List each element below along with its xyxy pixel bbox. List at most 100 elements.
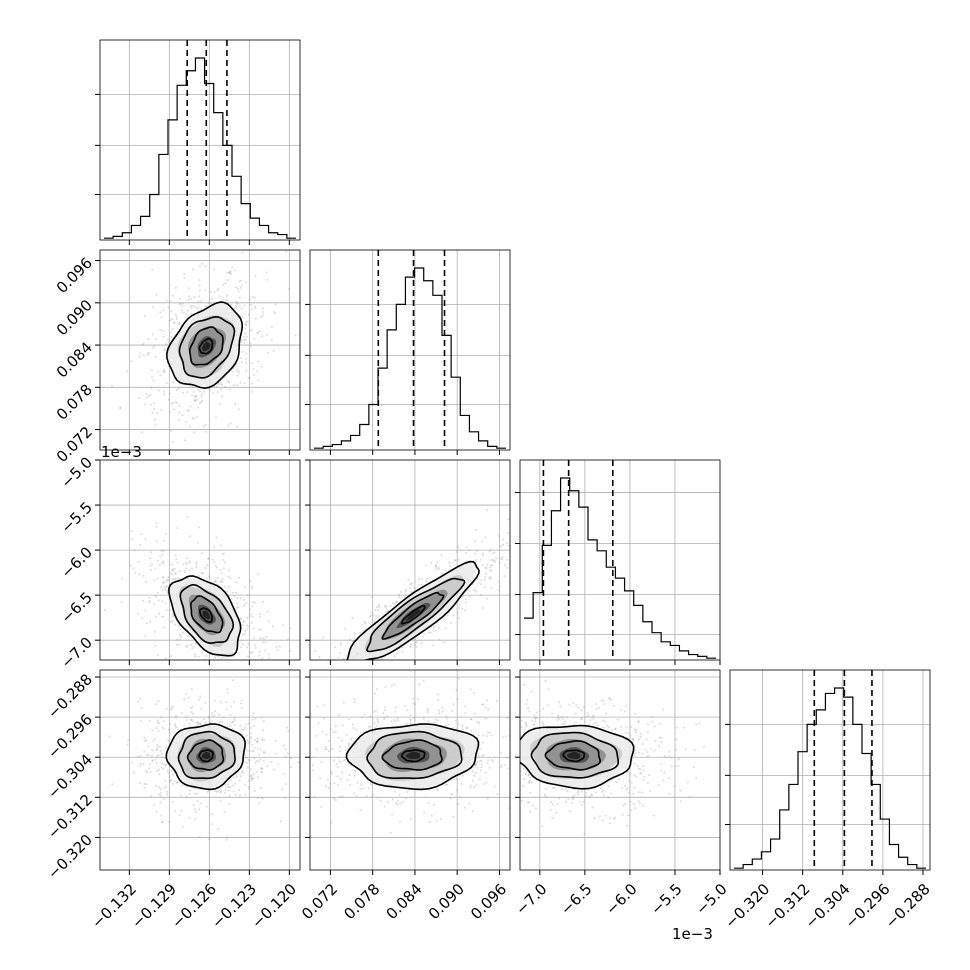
scatter-point <box>395 600 398 603</box>
scatter-point <box>196 398 199 401</box>
scatter-point <box>412 702 415 705</box>
scatter-point <box>334 731 337 734</box>
scatter-point <box>175 388 178 391</box>
scatter-point <box>242 689 244 691</box>
scatter-point <box>189 405 192 408</box>
scatter-point <box>176 527 179 530</box>
scatter-point <box>391 798 394 801</box>
scatter-point <box>565 788 568 791</box>
scatter-point <box>220 790 223 793</box>
scatter-point <box>314 776 316 778</box>
scatter-point <box>194 396 197 399</box>
scatter-point <box>278 739 280 741</box>
scatter-point <box>190 644 193 647</box>
scatter-point <box>313 795 316 798</box>
scatter-point <box>271 738 273 740</box>
scatter-point <box>149 795 152 798</box>
scatter-point <box>315 734 318 737</box>
scatter-point <box>207 557 210 560</box>
scatter-point <box>358 667 360 669</box>
scatter-point <box>258 615 261 618</box>
scatter-point <box>480 540 483 543</box>
scatter-point <box>355 794 358 797</box>
scatter-point <box>249 732 252 735</box>
scatter-point <box>374 726 377 729</box>
scatter-point <box>441 706 444 709</box>
scatter-point <box>334 678 336 680</box>
scatter-point <box>167 398 170 401</box>
scatter-point <box>167 341 170 344</box>
scatter-point <box>531 804 534 807</box>
scatter-point <box>187 298 190 301</box>
scatter-point <box>450 710 453 713</box>
scatter-point <box>141 616 144 619</box>
scatter-point <box>140 661 142 663</box>
scatter-point <box>185 693 188 696</box>
scatter-point <box>238 714 240 716</box>
scatter-point <box>245 749 248 752</box>
scatter-point <box>513 766 515 768</box>
scatter-point <box>351 640 354 643</box>
scatter-point <box>547 688 550 691</box>
scatter-point <box>546 704 549 707</box>
scatter-point <box>248 665 250 667</box>
scatter-point <box>430 561 433 564</box>
scatter-point <box>589 719 592 722</box>
scatter-point <box>692 766 695 769</box>
scatter-point <box>243 753 246 756</box>
scatter-point <box>274 312 277 315</box>
scatter-point <box>213 545 216 548</box>
scatter-point <box>275 645 278 648</box>
scatter-point <box>576 793 579 796</box>
scatter-point <box>511 542 513 544</box>
scatter-point <box>368 715 371 718</box>
scatter-point <box>249 740 252 743</box>
scatter-point <box>663 754 666 757</box>
scatter-point <box>259 612 262 615</box>
scatter-point <box>469 688 472 691</box>
scatter-point <box>321 730 324 733</box>
scatter-point <box>240 338 243 341</box>
scatter-point <box>459 796 462 799</box>
scatter-point <box>520 725 523 728</box>
scatter-point <box>435 819 438 822</box>
scatter-point <box>485 572 488 575</box>
scatter-point <box>614 728 617 731</box>
scatter-point <box>251 295 254 298</box>
scatter-point <box>464 705 467 708</box>
scatter-point <box>170 706 173 709</box>
scatter-point <box>217 287 220 290</box>
scatter-point <box>511 784 513 786</box>
scatter-point <box>192 804 195 807</box>
scatter-point <box>234 793 237 796</box>
scatter-point <box>261 791 263 793</box>
scatter-point <box>441 710 444 713</box>
scatter-point <box>427 711 430 714</box>
scatter-point <box>632 802 635 805</box>
scatter-point <box>640 772 643 775</box>
scatter-point <box>511 757 513 759</box>
scatter-point <box>237 371 240 374</box>
scatter-point <box>252 671 254 673</box>
scatter-point <box>470 718 473 721</box>
scatter-point <box>152 603 155 606</box>
scatter-point <box>265 635 268 638</box>
scatter-point <box>336 671 338 673</box>
scatter-point <box>264 710 266 712</box>
scatter-point <box>592 717 595 720</box>
scatter-point <box>249 608 252 611</box>
scatter-point <box>573 504 575 506</box>
scatter-point <box>138 356 141 359</box>
scatter-point <box>238 665 240 667</box>
scatter-point <box>586 712 589 715</box>
scatter-point <box>239 694 241 696</box>
scatter-point <box>231 370 234 373</box>
scatter-point <box>334 646 337 649</box>
scatter-point <box>159 791 162 794</box>
scatter-point <box>604 720 607 723</box>
scatter-point <box>238 720 240 722</box>
scatter-point <box>485 597 488 600</box>
scatter-point <box>307 749 309 751</box>
scatter-point <box>625 726 628 729</box>
scatter-point <box>474 726 476 728</box>
